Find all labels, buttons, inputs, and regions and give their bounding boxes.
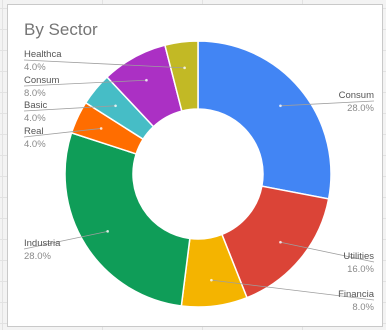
slice-label-3: Industria	[24, 238, 61, 249]
leader-dot-5	[114, 104, 117, 108]
chart-title: By Sector	[24, 20, 98, 39]
leader-line-3	[23, 230, 108, 250]
leader-line-2	[211, 279, 375, 301]
donut-chart: Consum 28.0% Utilities 16.0% Financia 8.0% Ind…	[23, 40, 375, 313]
slice-label-2: Financia	[338, 289, 375, 300]
slice-value-5: 4.0%	[24, 113, 46, 124]
leader-line-4	[23, 128, 102, 138]
slice-label-7: Healthca	[24, 49, 62, 60]
slice-consum-0[interactable]	[197, 40, 332, 200]
leader-line-7	[23, 59, 185, 69]
leader-dot-2	[210, 278, 213, 282]
slice-value-2: 8.0%	[352, 302, 374, 313]
slice-label-0: Consum	[339, 90, 374, 101]
leader-line-6	[23, 79, 147, 87]
slice-healthca-7[interactable]	[164, 40, 199, 112]
slice-value-7: 4.0%	[24, 62, 46, 73]
slice-value-3: 28.0%	[24, 251, 51, 262]
slice-value-0: 28.0%	[347, 103, 374, 114]
slice-label-5: Basic	[24, 100, 47, 111]
slice-label-6: Consum	[24, 75, 59, 86]
leader-line-0	[280, 100, 375, 107]
slice-value-1: 16.0%	[347, 264, 374, 275]
slice-industria-3[interactable]	[64, 131, 191, 307]
leader-line-5	[23, 105, 116, 112]
slice-value-6: 8.0%	[24, 88, 46, 99]
slice-label-4: Real	[24, 126, 44, 137]
leader-line-1	[280, 241, 375, 263]
leader-dot-1	[279, 240, 282, 244]
leader-dot-3	[106, 230, 109, 233]
leader-dot-4	[99, 127, 103, 130]
leader-dot-0	[279, 104, 282, 108]
leader-dot-6	[145, 78, 148, 82]
leader-dot-7	[183, 66, 186, 70]
slice-value-4: 4.0%	[24, 139, 46, 150]
chart-card[interactable]: By Sector Consum 28.0% Utilities 16.0% Finan…	[7, 4, 383, 327]
slice-label-1: Utilities	[343, 251, 374, 262]
